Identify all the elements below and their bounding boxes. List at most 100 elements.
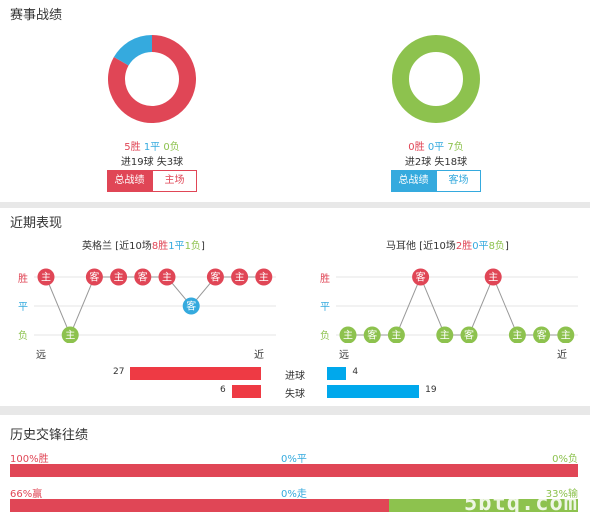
away-match-marker: [363, 326, 381, 343]
away-match-marker: [387, 326, 405, 343]
history-panel: 历史交锋往绩 100%胜 0%平 0%负 66%赢 0%走 33%输 5btq.…: [0, 415, 590, 518]
home-summary-prefix: [近10场: [112, 241, 152, 252]
home-match-point[interactable]: 主: [255, 268, 273, 286]
home-record-stats: 5胜 1平 0负: [92, 138, 212, 153]
away-match-venue-label: 主: [343, 330, 353, 342]
home-match-point[interactable]: 客: [206, 268, 224, 286]
history-result-bar: [10, 464, 578, 477]
home-record-donut: [108, 35, 196, 123]
record-panel: 赛事战绩 5胜 1平 0负 进19球 失3球 总战绩 主场 0胜 0平 7负 进…: [0, 0, 590, 202]
home-match-marker: [61, 326, 79, 343]
away-match-venue-label: 主: [391, 330, 401, 342]
home-match-venue-label: 主: [162, 272, 172, 284]
home-match-point[interactable]: 主: [61, 326, 79, 344]
home-loss-count: 0负: [163, 142, 180, 153]
history-win-pct: 100%胜: [10, 454, 49, 465]
away-match-point[interactable]: 主: [436, 326, 454, 344]
home-summary-suffix: ]: [200, 241, 205, 252]
home-conceded-bar: [231, 385, 261, 398]
away-match-marker: [339, 326, 357, 343]
home-match-point[interactable]: 主: [158, 268, 176, 286]
away-axis-win: 胜: [320, 274, 330, 285]
home-match-point[interactable]: 主: [231, 268, 249, 286]
away-axis-loss: 负: [320, 331, 330, 342]
away-match-point[interactable]: 客: [412, 268, 430, 286]
history-title: 历史交锋往绩: [10, 428, 89, 443]
away-match-marker: [460, 326, 478, 343]
home-match-venue-label: 客: [89, 271, 99, 284]
away-scored-bar: [327, 367, 347, 380]
home-axis-win: 胜: [18, 274, 28, 285]
home-match-point[interactable]: 主: [37, 268, 55, 286]
record-title: 赛事战绩: [10, 8, 63, 23]
away-match-point[interactable]: 主: [508, 326, 526, 344]
home-axis-far: 远: [36, 350, 46, 361]
recent-form-panel: 近期表现 英格兰 [近10场8胜1平1负] 马耳他 [近10场2胜0平8负] 胜…: [0, 208, 590, 406]
home-recent-draws: 1平: [168, 241, 185, 252]
away-match-marker: [412, 268, 430, 286]
away-match-venue-label: 客: [367, 329, 377, 342]
home-match-venue-label: 主: [259, 272, 269, 284]
away-match-venue-label: 主: [512, 330, 522, 342]
away-match-point[interactable]: 客: [363, 326, 381, 344]
away-form-line: [348, 275, 566, 336]
home-recent-losses: 1负: [184, 241, 201, 252]
away-match-venue-label: 主: [488, 272, 498, 284]
history-handicap-loss-segment: [388, 499, 578, 512]
away-scored-value: 4: [352, 367, 359, 377]
away-match-marker: [533, 326, 551, 343]
away-form-title: 马耳他 [近10场2胜0平8负]: [386, 237, 509, 252]
home-match-venue-label: 客: [210, 271, 220, 284]
away-match-marker: [436, 326, 454, 343]
home-axis-loss: 负: [18, 331, 28, 342]
scored-label: 进球: [285, 371, 305, 382]
away-conceded-bar: [327, 385, 420, 398]
home-total-record-button[interactable]: 总战绩: [107, 170, 152, 192]
home-match-marker: [37, 268, 55, 286]
away-match-point[interactable]: 主: [484, 268, 502, 286]
conceded-label: 失球: [285, 389, 305, 400]
away-record-toggle: 总战绩 客场: [391, 170, 481, 192]
away-match-marker: [557, 326, 575, 343]
history-handicap-push-pct: 0%走: [281, 489, 307, 500]
away-match-marker: [484, 268, 502, 286]
home-match-marker: [182, 297, 200, 315]
home-match-venue-label: 主: [41, 272, 51, 284]
home-match-point[interactable]: 主: [110, 268, 128, 286]
recent-title: 近期表现: [10, 216, 63, 231]
home-match-venue-label: 主: [114, 272, 124, 284]
home-match-marker: [110, 268, 128, 286]
away-summary-suffix: ]: [504, 241, 509, 252]
away-match-venue-label: 客: [416, 271, 426, 284]
history-handicap-loss-pct: 33%输: [545, 489, 578, 500]
home-form-chart: 主主客主客主客客主主: [34, 268, 276, 344]
home-record-toggle: 总战绩 主场: [107, 170, 197, 192]
history-handicap-bar: [10, 499, 578, 512]
away-summary-prefix: [近10场: [416, 241, 456, 252]
home-match-marker: [85, 268, 103, 286]
home-match-marker: [134, 268, 152, 286]
home-match-point[interactable]: 客: [85, 268, 103, 286]
away-match-venue-label: 客: [464, 329, 474, 342]
away-total-record-button[interactable]: 总战绩: [391, 170, 436, 192]
away-match-point[interactable]: 主: [387, 326, 405, 344]
away-venue-record-button[interactable]: 客场: [436, 170, 481, 192]
away-match-venue-label: 主: [561, 330, 571, 342]
home-venue-record-button[interactable]: 主场: [152, 170, 197, 192]
away-axis-far: 远: [339, 350, 349, 361]
away-match-point[interactable]: 客: [533, 326, 551, 344]
home-match-point[interactable]: 客: [134, 268, 152, 286]
home-form-title: 英格兰 [近10场8胜1平1负]: [82, 237, 205, 252]
away-match-venue-label: 客: [537, 329, 547, 342]
away-match-point[interactable]: 主: [557, 326, 575, 344]
history-draw-pct: 0%平: [281, 454, 307, 465]
home-match-point[interactable]: 客: [182, 297, 200, 315]
history-handicap-win-segment: [10, 499, 389, 512]
home-match-marker: [255, 268, 273, 286]
away-recent-wins: 2胜: [455, 241, 473, 252]
home-conceded-value: 6: [220, 385, 226, 395]
home-draw-count: 1平: [143, 142, 161, 153]
away-match-point[interactable]: 客: [460, 326, 478, 344]
away-match-point[interactable]: 主: [339, 326, 357, 344]
history-result-win-segment: [10, 464, 578, 477]
